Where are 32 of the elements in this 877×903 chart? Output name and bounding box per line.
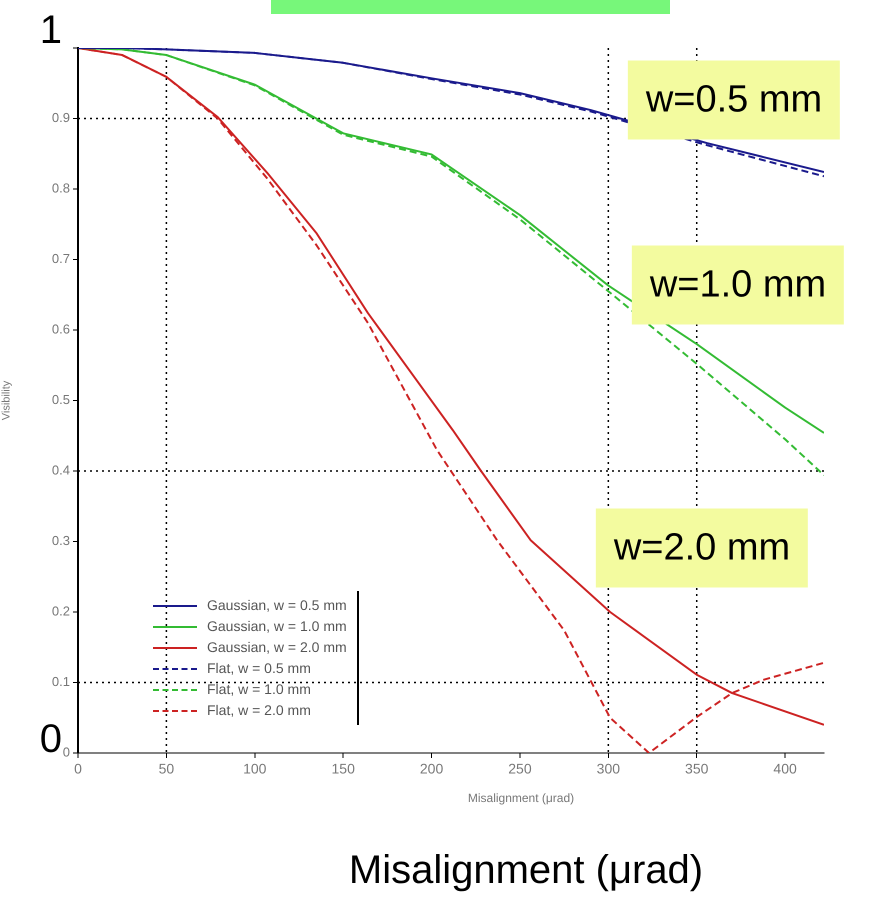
y-tick-label: 0.5 [52, 392, 70, 408]
x-tick-label: 350 [685, 760, 709, 776]
annotation: w=2.0 mm [596, 508, 808, 588]
y-tick-label: 0 [62, 744, 70, 760]
y-tick-label: 0.1 [52, 674, 70, 690]
annotation: w=1.0 mm [632, 246, 844, 324]
y-tick-label: 0.7 [52, 251, 70, 266]
text: 1 [38, 8, 62, 52]
y-tick-label: 0.8 [52, 180, 70, 196]
annotation: w=0.5 mm [628, 60, 840, 140]
legend-label: Flat, w = 0.5 mm [207, 659, 311, 678]
legend-label: Flat, w = 2.0 mm [207, 701, 311, 720]
x-tick-label: 400 [773, 760, 797, 776]
x-tick-label: 250 [508, 760, 532, 776]
legend-label: Gaussian, w = 0.5 mm [207, 596, 347, 615]
x-tick-label: 150 [331, 760, 356, 776]
legend-label: Flat, w = 1.0 mm [207, 680, 311, 699]
x-tick-label: 0 [74, 760, 82, 776]
x-tick-label: 100 [243, 760, 267, 776]
y-tick-label: 0.3 [52, 533, 70, 548]
x-tick-label: 200 [420, 760, 444, 776]
x-axis-title: Misalignment (μrad) [348, 848, 704, 893]
y-tick-label: 0.6 [52, 322, 70, 337]
x-tick-label: 300 [596, 760, 620, 776]
y-axis-title: Visibility [0, 380, 13, 420]
y-tick-label: 0.4 [52, 462, 70, 478]
x-tick-label: 50 [158, 760, 174, 776]
text: Misalignment (μrad) [468, 791, 574, 805]
legend-label: Gaussian, w = 1.0 mm [207, 617, 347, 636]
y-tick-label: 0.9 [52, 110, 70, 126]
y-tick-label: 0.2 [52, 604, 70, 619]
legend-label: Gaussian, w = 2.0 mm [207, 638, 347, 657]
